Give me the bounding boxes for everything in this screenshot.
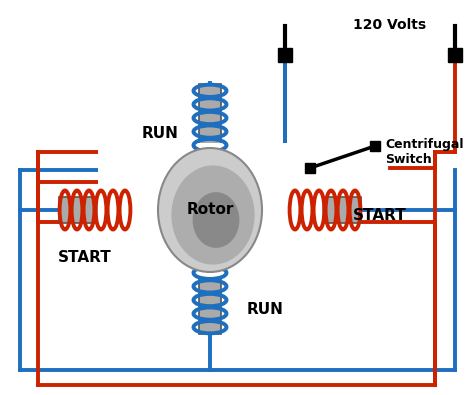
- Ellipse shape: [192, 192, 239, 248]
- Bar: [199, 84, 221, 152]
- Text: Rotor: Rotor: [186, 203, 234, 218]
- Ellipse shape: [172, 166, 255, 265]
- Bar: [448, 48, 462, 62]
- FancyBboxPatch shape: [98, 143, 322, 277]
- Bar: [289, 197, 361, 223]
- Text: 120 Volts: 120 Volts: [354, 18, 427, 32]
- Bar: [370, 141, 380, 151]
- Text: START: START: [353, 207, 407, 222]
- Text: RUN: RUN: [142, 126, 178, 141]
- Bar: [305, 163, 315, 173]
- Bar: [59, 197, 131, 223]
- Bar: [199, 266, 221, 334]
- Text: RUN: RUN: [246, 303, 283, 318]
- Text: Centrifugal
Switch: Centrifugal Switch: [385, 138, 464, 166]
- Ellipse shape: [158, 148, 262, 272]
- Bar: [278, 48, 292, 62]
- Text: START: START: [58, 250, 112, 265]
